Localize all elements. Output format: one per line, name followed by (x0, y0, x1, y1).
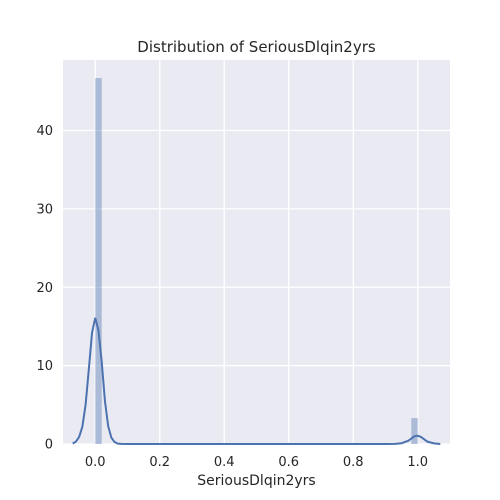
x-tick-label: 0.8 (343, 455, 364, 470)
y-tick-label: 30 (36, 202, 53, 217)
x-tick-label: 0.4 (214, 455, 235, 470)
histogram-bar (411, 418, 417, 444)
chart-title: Distribution of SeriousDlqin2yrs (137, 38, 376, 56)
y-tick-label: 40 (36, 124, 53, 139)
x-tick-label: 0.0 (85, 455, 106, 470)
x-ticks: 0.0 0.2 0.4 0.6 0.8 1.0 (85, 455, 428, 470)
x-axis-label: SeriousDlqin2yrs (197, 473, 315, 489)
plot-background (63, 60, 450, 444)
y-tick-label: 0 (45, 438, 53, 453)
x-tick-label: 0.6 (278, 455, 299, 470)
y-tick-label: 10 (36, 359, 53, 374)
y-tick-label: 20 (36, 281, 53, 296)
x-tick-label: 0.2 (149, 455, 170, 470)
histogram-bar (95, 78, 101, 444)
x-tick-label: 1.0 (407, 455, 428, 470)
y-ticks: 0 10 20 30 40 (36, 124, 53, 452)
